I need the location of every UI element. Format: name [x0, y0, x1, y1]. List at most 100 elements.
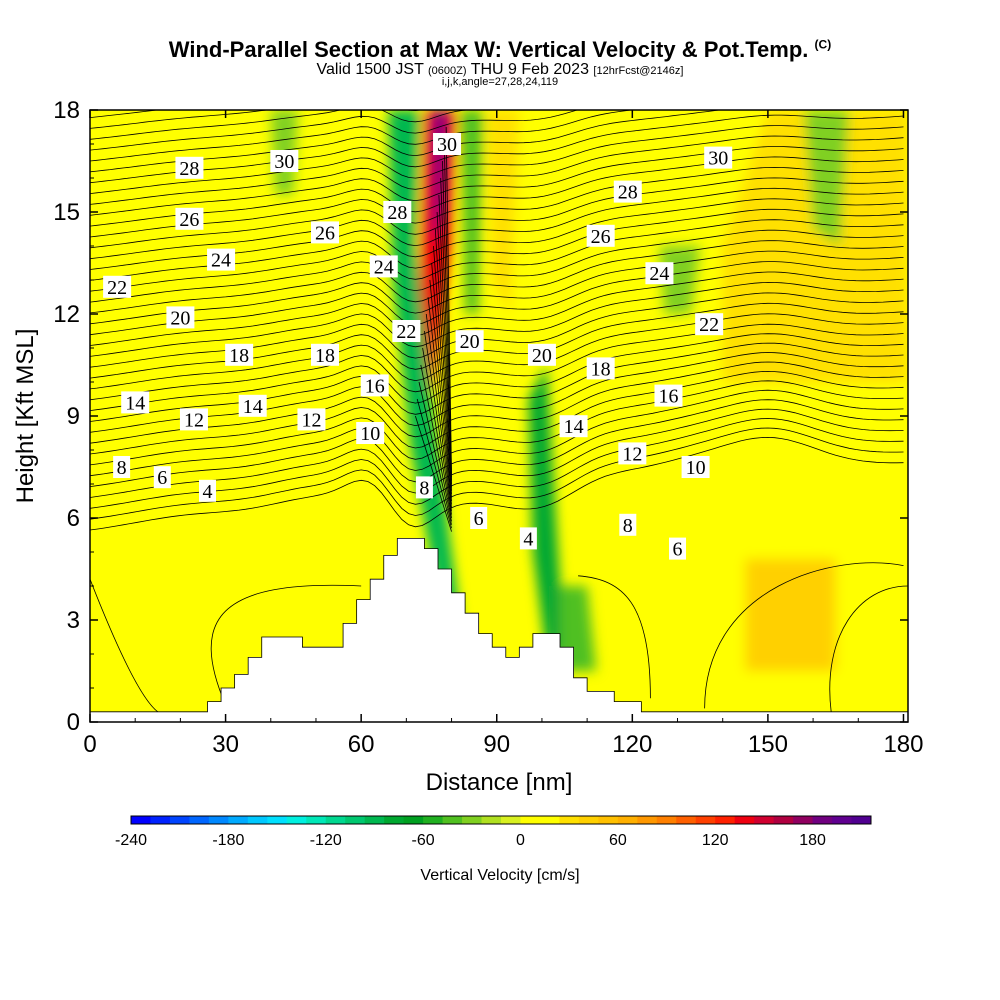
theta-label-text: 20 — [460, 331, 480, 353]
colorbar-swatch — [364, 816, 385, 824]
theta-label-box — [704, 146, 733, 169]
theta-label-box — [297, 408, 326, 431]
x-tick-label: 90 — [483, 731, 510, 758]
colorbar-swatch — [501, 816, 521, 824]
colorbar-swatch — [559, 816, 580, 824]
theta-label-text: 12 — [301, 409, 321, 431]
theta-label-text: 8 — [117, 457, 127, 479]
colorbar-tick-label: 60 — [609, 832, 627, 849]
theta-label-box — [199, 479, 217, 502]
theta-contour-line — [90, 110, 635, 162]
colorbar-swatch — [539, 816, 560, 824]
theta-label-box — [225, 343, 254, 366]
theta-contour-line — [90, 352, 904, 433]
theta-contours — [90, 110, 908, 713]
theta-label: 26 — [175, 207, 204, 231]
theta-contour-line — [427, 296, 452, 508]
theta-label-box — [669, 537, 687, 560]
theta-contour-line — [90, 110, 474, 140]
y-tick-label: 9 — [67, 403, 80, 430]
colorbar-tick-label: -60 — [412, 832, 435, 849]
theta-label-box — [681, 456, 710, 478]
theta-label: 26 — [311, 221, 340, 244]
theta-label: 28 — [383, 201, 412, 224]
theta-contour-line — [90, 579, 159, 713]
theta-contour-line — [90, 380, 904, 466]
theta-label-box — [654, 384, 683, 407]
colorbar-tick-label: -120 — [310, 832, 342, 849]
theta-label-box — [311, 343, 340, 366]
chart-indices: i,j,k,angle=27,28,24,119 — [441, 76, 559, 88]
theta-contour-line — [90, 125, 904, 194]
colorbar-swatch — [462, 816, 483, 824]
theta-contour-line — [440, 177, 452, 485]
theta-contour-line — [829, 585, 908, 712]
theta-label-box — [103, 275, 132, 298]
terrain-mask — [89, 538, 909, 723]
theta-label-box — [415, 476, 433, 499]
theta-label-box — [207, 248, 236, 271]
theta-label-text: 26 — [315, 222, 335, 244]
theta-label-text: 30 — [708, 148, 728, 170]
colorbar-swatch — [598, 816, 619, 824]
y-tick-label: 12 — [53, 301, 80, 328]
colorbar-tick-label: -180 — [212, 832, 244, 849]
theta-label-box — [113, 456, 131, 478]
theta-label: 4 — [199, 479, 217, 503]
theta-label-text: 20 — [532, 345, 552, 367]
theta-contour-line — [418, 381, 452, 525]
theta-label-text: 14 — [243, 396, 263, 418]
theta-contour-line — [90, 313, 904, 390]
theta-label-box — [519, 527, 537, 550]
colorbar-swatch — [150, 816, 171, 824]
colorbar-swatch — [267, 816, 288, 824]
x-tick-label: 180 — [883, 731, 923, 758]
theta-label-box — [166, 306, 195, 329]
theta-contour-line — [425, 313, 452, 512]
theta-label-text: 28 — [618, 182, 638, 204]
theta-contour-line — [90, 408, 904, 498]
theta-label-text: 24 — [211, 250, 231, 272]
colorbar-swatch — [228, 816, 249, 824]
theta-label-text: 10 — [686, 457, 706, 479]
axes: 0 30 60 90 120 150 180 0 3 6 9 12 15 18 — [53, 97, 923, 758]
theta-contour-line — [429, 279, 452, 505]
theta-label: 20 — [527, 343, 556, 367]
theta-label: 20 — [166, 306, 195, 329]
theta-label-text: 16 — [658, 386, 678, 408]
colorbar-swatch — [676, 816, 697, 824]
theta-label: 30 — [433, 133, 462, 156]
theta-contour-line — [90, 110, 579, 151]
theta-label: 14 — [238, 394, 267, 418]
colorbar-tick-label: -240 — [115, 832, 147, 849]
theta-label: 14 — [559, 415, 588, 438]
colorbar: -240 -180 -120 -60 0 60 120 180 — [115, 815, 872, 849]
colorbar-swatch — [754, 816, 775, 824]
theta-contour-line — [90, 219, 904, 292]
theta-label-text: 8 — [419, 477, 429, 499]
theta-label: 24 — [369, 255, 398, 278]
theta-contour-line — [90, 271, 904, 346]
theta-contour-line — [90, 240, 904, 314]
colorbar-swatch — [773, 816, 794, 824]
theta-label-text: 6 — [157, 467, 167, 489]
theta-label: 20 — [455, 330, 484, 353]
x-tick-label: 120 — [612, 731, 652, 758]
y-tick-label: 6 — [67, 505, 80, 532]
colorbar-swatch — [578, 816, 599, 824]
colorbar-tick-label: 120 — [702, 832, 729, 849]
theta-label-box — [383, 201, 412, 223]
theta-label: 10 — [356, 422, 385, 445]
theta-contour-line — [90, 418, 904, 509]
theta-contour-line — [90, 342, 904, 422]
theta-label-box — [153, 466, 171, 489]
theta-label: 8 — [619, 513, 637, 537]
colorbar-swatch — [403, 816, 424, 824]
colorbar-swatch — [520, 816, 541, 824]
theta-label-text: 26 — [179, 209, 199, 231]
theta-label-text: 26 — [591, 226, 611, 248]
colorbar-swatch — [189, 816, 210, 824]
colorbar-swatch — [793, 816, 814, 824]
colorbar-swatch — [247, 816, 268, 824]
theta-contour-line — [90, 156, 904, 227]
